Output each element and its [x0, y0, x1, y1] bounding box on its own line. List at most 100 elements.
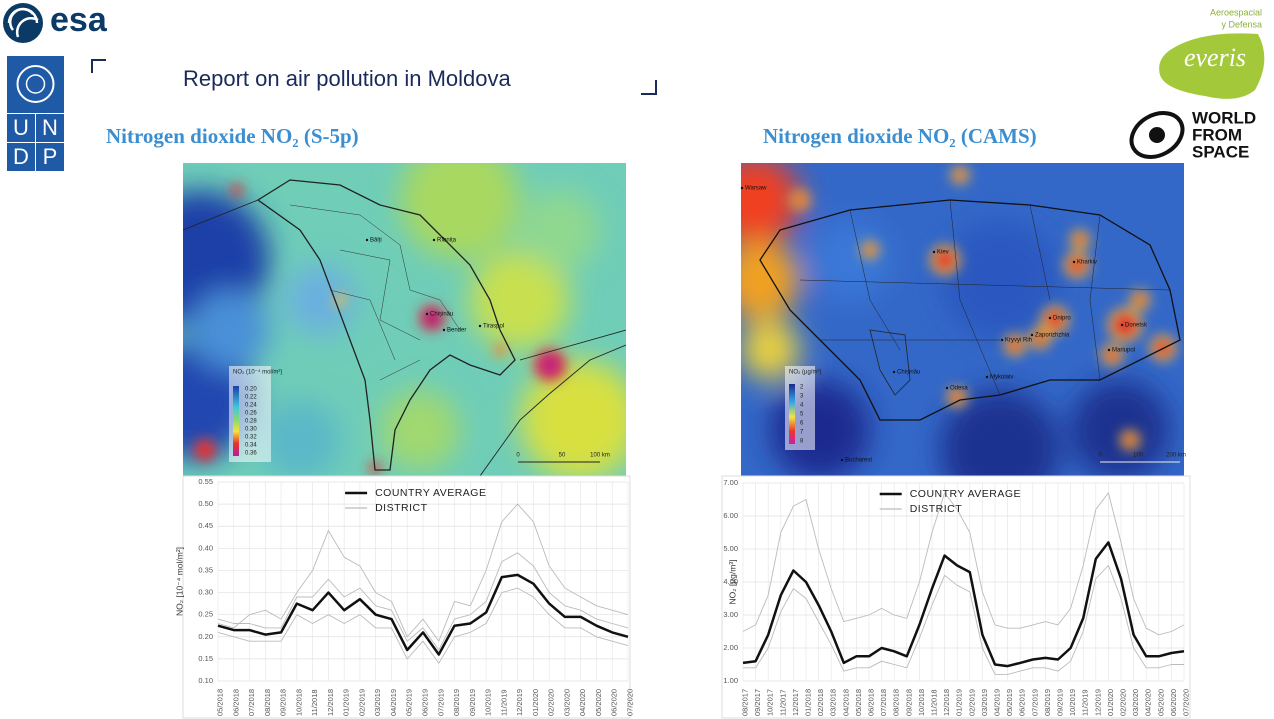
x-tick-label: 06/2018: [866, 689, 875, 716]
city-label: Mariupol: [1112, 348, 1135, 354]
charts: 0.10 0.15 0.20 0.25 0.30 0.35 0.40 0.45 0.50 0.55…: [174, 477, 1190, 716]
un-emblem-inner: [25, 74, 46, 94]
hotspot: [194, 439, 216, 461]
city-dot: [442, 328, 446, 332]
x-tick-label: 12/2019: [515, 689, 524, 716]
x-tick-label: 07/2019: [436, 689, 445, 716]
x-tick-label: 06/2019: [420, 689, 429, 716]
colorbar: [233, 386, 239, 456]
x-tick-label: 08/2019: [452, 689, 461, 716]
y-tick-label: 1.00: [723, 676, 738, 685]
hotspot: [425, 311, 439, 325]
city-dot: [1107, 348, 1111, 352]
x-tick-label: 04/2019: [992, 689, 1001, 716]
y-tick-label: 7.00: [723, 478, 738, 487]
field-blob: [470, 250, 570, 350]
wfs-icon-core: [1149, 127, 1165, 143]
x-tick-label: 03/2019: [373, 689, 382, 716]
hotspot: [231, 184, 243, 196]
y-tick-label: 0.40: [198, 543, 213, 552]
colorbar-label: 8: [800, 439, 804, 445]
x-tick-label: 12/2018: [326, 689, 335, 716]
city-dot: [840, 458, 844, 462]
series-line: [217, 587, 629, 664]
legend-label: DISTRICT: [910, 503, 963, 515]
hotspot: [934, 249, 956, 271]
x-tick-label: 11/2018: [929, 689, 938, 716]
city-label: Dnipro: [1053, 316, 1071, 322]
city-label: Chișinău: [430, 312, 453, 318]
x-tick-label: 03/2020: [562, 689, 571, 716]
colorbar-label: 3: [800, 394, 804, 400]
x-tick-label: 05/2019: [1005, 689, 1014, 716]
esa-logo: esa: [3, 1, 108, 43]
y-tick-label: 0.20: [198, 632, 213, 641]
field-blob: [520, 190, 600, 270]
x-tick-label: 06/2018: [231, 689, 240, 716]
city-dot: [945, 386, 949, 390]
y-tick-label: 0.55: [198, 477, 213, 486]
wfs-icon: [1129, 111, 1185, 159]
city-dot: [1030, 333, 1034, 337]
scale-label: 100 km: [590, 453, 610, 459]
country-border: [759, 199, 1181, 421]
bracket: [91, 59, 106, 73]
map-labels: Bălți Rîbnița Chișinău Bender Tiraspol 0.20 0.…: [245, 238, 610, 459]
x-tick-label: 10/2017: [766, 689, 775, 716]
x-tick-label: 02/2018: [816, 689, 825, 716]
district-borders: [289, 204, 461, 381]
colorbar-label: 7: [800, 430, 804, 436]
wfs-word: WORLD: [1192, 108, 1256, 127]
x-tick-label: 05/2018: [854, 689, 863, 716]
map-s5p: NO₂ (10⁻⁴ mol/m²): [183, 163, 626, 476]
scale-label: 100: [1133, 453, 1144, 459]
hotspot: [1134, 294, 1146, 306]
y-tick-label: 0.35: [198, 565, 213, 574]
map-legend-title: NO₂ (10⁻⁴ mol/m²): [233, 369, 282, 376]
hotspot: [542, 357, 558, 373]
hotspot: [1008, 338, 1022, 352]
hotspot: [865, 245, 875, 255]
x-tick-label: 08/2018: [263, 689, 272, 716]
y-tick-label: 5.00: [723, 544, 738, 553]
x-tick-label: 11/2019: [1081, 689, 1090, 716]
city-label: Warsaw: [745, 186, 767, 192]
map-labels: Warsaw Kiev Kharkiv Dnipro Donetsk Kryvyi Rih…: [740, 186, 1186, 464]
y-tick-label: 3.00: [723, 610, 738, 619]
everis-wordmark: everis: [1184, 43, 1246, 72]
y-tick-label: 0.25: [198, 610, 213, 619]
x-tick-label: 01/2019: [342, 689, 351, 716]
colorbar: [789, 384, 795, 444]
x-tick-label: 05/2018: [215, 689, 224, 716]
panel-subtitle: Nitrogen dioxide NO₂ (CAMS): [763, 124, 1037, 148]
x-tick-label: 07/2020: [1181, 689, 1190, 716]
hotspot: [1074, 234, 1086, 246]
field-blob: [741, 320, 800, 380]
x-tick-label: 07/2019: [1030, 689, 1039, 716]
hotspot: [794, 194, 806, 206]
esa-icon-stripes: [7, 7, 39, 38]
y-tick-label: 2.00: [723, 643, 738, 652]
undp-box: [7, 143, 35, 171]
x-tick-label: 01/2020: [1106, 689, 1115, 716]
x-tick-label: 06/2019: [1018, 689, 1027, 716]
y-tick-label: 0.50: [198, 499, 213, 508]
undp-box: [36, 143, 64, 171]
colorbar-label: 0.32: [245, 435, 257, 441]
series-line: [217, 573, 629, 656]
x-tick-label: 12/2017: [791, 689, 800, 716]
x-tick-label: 07/2018: [247, 689, 256, 716]
hotspot: [955, 170, 965, 180]
colorbar-label: 0.34: [245, 443, 257, 449]
everis-tagline: Aeroespacial: [1210, 7, 1262, 17]
city-dot: [1000, 338, 1004, 342]
field-blob: [940, 390, 1060, 476]
city-label: Odesa: [950, 386, 968, 392]
hotspot: [1112, 312, 1138, 338]
field-blob: [380, 390, 460, 470]
city-label: Bender: [447, 328, 466, 334]
page-title: Report on air pollution in Moldova: [183, 66, 512, 91]
x-tick-label: 09/2018: [904, 689, 913, 716]
wfs-logo: WORLD FROM SPACE: [1129, 108, 1256, 161]
